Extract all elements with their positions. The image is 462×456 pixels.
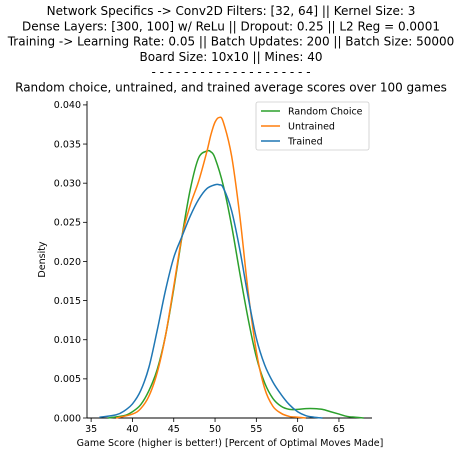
axes — [86, 101, 372, 419]
y-axis-ticks: 0.000 0.005 0.010 0.015 0.020 0.025 0.030 0.035… — [54, 100, 87, 424]
series-line-untrained — [115, 116, 306, 419]
y-axis-label: Density — [37, 241, 48, 277]
y-tick-label: 0.005 — [54, 374, 81, 385]
legend: Random Choice Untrained Trained — [255, 101, 370, 151]
title-line: Network Specifics -> Conv2D Filters: [32… — [47, 4, 416, 18]
x-tick-label: 40 — [126, 424, 138, 435]
x-axis-label-text: Game Score (higher is better!) [Percent … — [77, 438, 384, 449]
x-tick-label: 35 — [85, 424, 97, 435]
legend-entry: Trained — [287, 136, 323, 147]
y-tick-label: 0.030 — [54, 178, 81, 189]
x-axis-ticks: 35 40 45 50 55 60 65 — [85, 418, 345, 435]
y-axis-label-text: Density — [37, 241, 48, 277]
title-line: Dense Layers: [300, 100] w/ ReLu || Drop… — [22, 19, 440, 33]
legend-entry: Untrained — [288, 121, 335, 132]
title-line: Board Size: 10x10 || Mines: 40 — [140, 50, 323, 64]
y-tick-label: 0.035 — [54, 139, 81, 150]
chart-title: Network Specifics -> Conv2D Filters: [32… — [7, 4, 455, 95]
y-tick-label: 0.020 — [54, 257, 81, 268]
y-tick-label: 0.040 — [54, 100, 81, 111]
legend-box — [255, 101, 370, 151]
x-tick-label: 60 — [292, 424, 304, 435]
x-tick-label: 65 — [333, 424, 345, 435]
series-lines — [99, 116, 364, 419]
x-tick-label: 45 — [168, 424, 180, 435]
title-line: Training -> Learning Rate: 0.05 || Batch… — [7, 35, 455, 49]
y-tick-label: 0.010 — [54, 335, 81, 346]
title-line: Random choice, untrained, and trained av… — [15, 81, 447, 95]
x-tick-label: 55 — [250, 424, 262, 435]
series-line-trained — [99, 183, 323, 419]
y-tick-label: 0.000 — [54, 413, 81, 424]
x-tick-label: 50 — [209, 424, 221, 435]
title-line: - - - - - - - - - - - - - - - - - - - - — [151, 65, 310, 79]
x-axis-label: Game Score (higher is better!) [Percent … — [77, 438, 384, 449]
y-tick-label: 0.015 — [54, 296, 81, 307]
legend-entry: Random Choice — [288, 106, 363, 117]
y-tick-label: 0.025 — [54, 218, 81, 229]
